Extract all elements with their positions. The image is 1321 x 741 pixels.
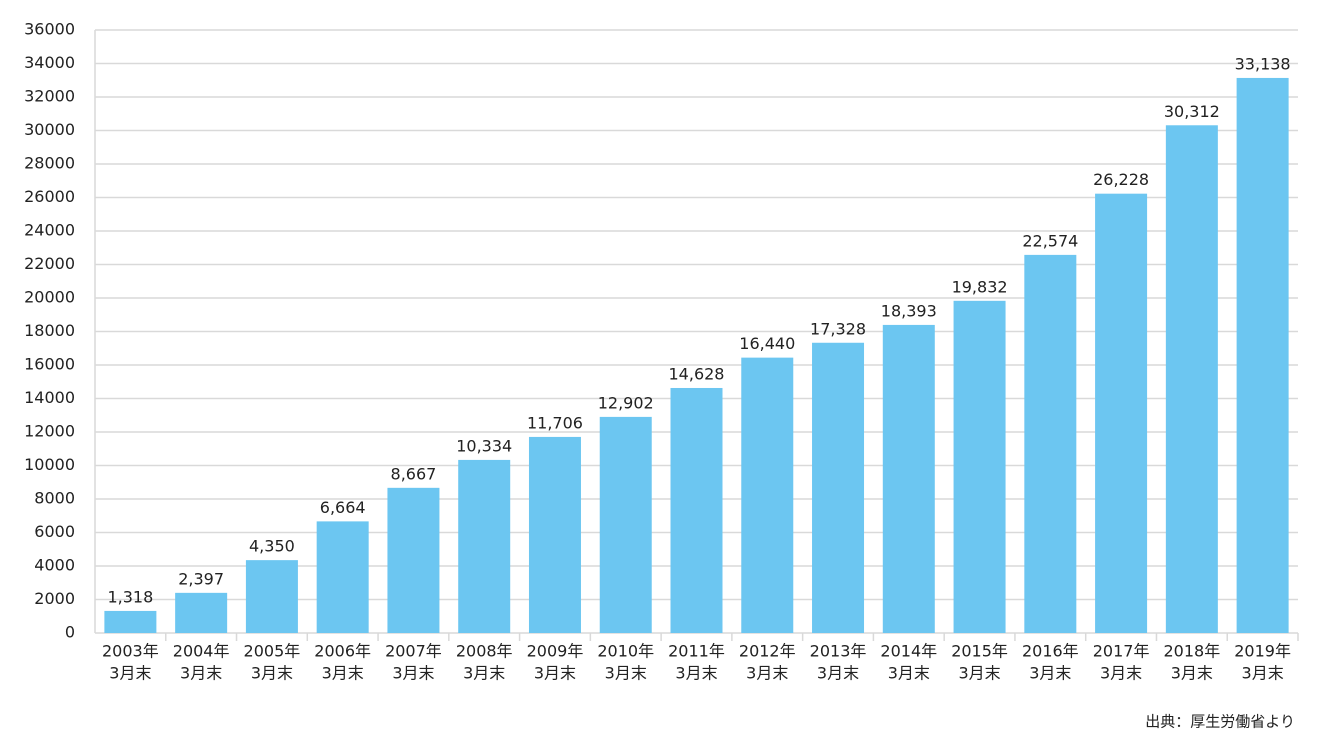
y-tick-label: 12000: [24, 422, 75, 441]
x-tick-label: 3月末: [180, 664, 222, 683]
value-label: 30,312: [1164, 102, 1220, 121]
y-tick-label: 36000: [24, 20, 75, 39]
x-tick-label: 3月末: [1242, 664, 1284, 683]
y-tick-label: 30000: [24, 120, 75, 139]
value-label: 19,832: [952, 277, 1008, 296]
y-tick-label: 6000: [34, 522, 75, 541]
y-tick-label: 28000: [24, 154, 75, 173]
bar: [387, 487, 440, 633]
y-tick-label: 22000: [24, 254, 75, 273]
value-label: 17,328: [810, 319, 866, 338]
x-tick-label: 2015年: [951, 642, 1008, 661]
x-tick-label: 3月末: [109, 664, 151, 683]
bar: [104, 610, 157, 633]
x-tick-label: 2009年: [527, 642, 584, 661]
x-tick-label: 3月末: [746, 664, 788, 683]
value-label: 4,350: [249, 537, 295, 556]
x-tick-label: 2013年: [810, 642, 867, 661]
bar: [175, 592, 228, 633]
x-tick-label: 3月末: [675, 664, 717, 683]
y-tick-label: 0: [65, 623, 75, 642]
y-tick-label: 32000: [24, 87, 75, 106]
bar: [741, 357, 794, 633]
x-tick-label: 2004年: [173, 642, 230, 661]
y-tick-label: 20000: [24, 288, 75, 307]
y-tick-label: 26000: [24, 187, 75, 206]
bar: [599, 416, 652, 633]
value-label: 1,318: [107, 587, 153, 606]
x-tick-label: 2005年: [244, 642, 301, 661]
x-tick-label: 2018年: [1163, 642, 1220, 661]
bar: [528, 436, 581, 633]
y-tick-label: 24000: [24, 221, 75, 240]
y-tick-label: 34000: [24, 53, 75, 72]
bar: [316, 521, 369, 633]
y-tick-label: 14000: [24, 388, 75, 407]
value-label: 22,574: [1022, 231, 1078, 250]
x-tick-label: 3月末: [1171, 664, 1213, 683]
x-tick-label: 3月末: [605, 664, 647, 683]
value-label: 2,397: [178, 569, 224, 588]
value-label: 10,334: [456, 436, 512, 455]
y-tick-label: 18000: [24, 321, 75, 340]
x-tick-label: 2017年: [1093, 642, 1150, 661]
value-label: 11,706: [527, 413, 583, 432]
x-tick-label: 3月末: [958, 664, 1000, 683]
bar: [1236, 77, 1289, 634]
y-tick-label: 16000: [24, 355, 75, 374]
bar: [812, 342, 865, 633]
x-tick-label: 3月末: [1029, 664, 1071, 683]
value-label: 14,628: [669, 364, 725, 383]
bar: [1095, 193, 1148, 633]
x-tick-label: 3月末: [1100, 664, 1142, 683]
x-tick-label: 2019年: [1234, 642, 1291, 661]
x-tick-label: 2003年: [102, 642, 159, 661]
x-tick-label: 2007年: [385, 642, 442, 661]
x-tick-label: 2010年: [597, 642, 654, 661]
source-note: 出典：厚生労働省より: [1145, 713, 1295, 731]
value-label: 26,228: [1093, 170, 1149, 189]
y-tick-label: 4000: [34, 556, 75, 575]
bar: [1024, 254, 1077, 633]
y-tick-label: 8000: [34, 489, 75, 508]
value-label: 12,902: [598, 393, 654, 412]
bar: [882, 324, 935, 633]
x-tick-label: 3月末: [392, 664, 434, 683]
bar: [1165, 125, 1218, 634]
value-label: 6,664: [320, 498, 366, 517]
y-tick-label: 2000: [34, 589, 75, 608]
x-tick-label: 3月末: [888, 664, 930, 683]
x-tick-label: 3月末: [322, 664, 364, 683]
bar: [458, 459, 511, 633]
x-tick-label: 3月末: [817, 664, 859, 683]
value-label: 8,667: [391, 464, 437, 483]
x-tick-label: 2008年: [456, 642, 513, 661]
x-tick-label: 2012年: [739, 642, 796, 661]
x-tick-label: 2006年: [314, 642, 371, 661]
bar: [953, 300, 1006, 633]
x-tick-label: 3月末: [463, 664, 505, 683]
value-label: 16,440: [739, 334, 795, 353]
bar: [245, 560, 298, 633]
x-tick-label: 2011年: [668, 642, 725, 661]
value-label: 33,138: [1235, 54, 1291, 73]
x-tick-label: 3月末: [534, 664, 576, 683]
value-label: 18,393: [881, 301, 937, 320]
y-tick-label: 10000: [24, 455, 75, 474]
x-tick-label: 2016年: [1022, 642, 1079, 661]
bar: [670, 387, 723, 633]
x-tick-label: 3月末: [251, 664, 293, 683]
x-tick-label: 2014年: [880, 642, 937, 661]
